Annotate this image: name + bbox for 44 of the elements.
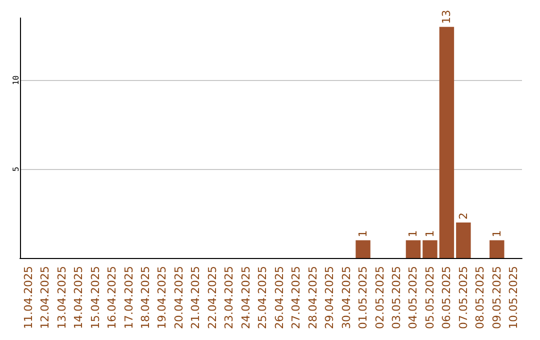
x-tick-label: 30.04.2025: [340, 266, 353, 330]
x-tick-label: 18.04.2025: [139, 266, 152, 330]
x-tick-label: 22.04.2025: [206, 266, 219, 330]
data-label: 2: [456, 212, 470, 220]
x-tick-label: 05.05.2025: [423, 266, 436, 330]
data-label: 1: [423, 230, 436, 238]
data-label: 1: [490, 230, 504, 238]
x-tick-label: 20.04.2025: [172, 266, 186, 330]
x-tick-label: 26.04.2025: [272, 266, 286, 330]
bar: [406, 240, 421, 258]
data-label: 1: [356, 230, 370, 238]
x-tick-label: 12.04.2025: [38, 266, 52, 330]
y-tick-label: 5: [12, 166, 20, 172]
x-tick-label: 02.05.2025: [373, 266, 386, 330]
x-tick-label: 25.04.2025: [256, 266, 270, 330]
bar: [456, 222, 471, 258]
y-tick-label: 10: [12, 75, 20, 86]
x-tick-label: 28.04.2025: [306, 266, 320, 330]
bar: [439, 26, 454, 258]
x-tick-label: 07.05.2025: [456, 266, 470, 330]
x-tick-label: 17.04.2025: [122, 266, 136, 330]
x-tick-label: 29.04.2025: [323, 266, 336, 330]
x-tick-label: 24.04.2025: [239, 266, 252, 330]
x-tick-label: 06.05.2025: [440, 266, 454, 330]
bar: [356, 240, 370, 258]
x-tick-label: 09.05.2025: [490, 266, 504, 330]
data-label: 13: [440, 10, 454, 24]
x-tick-label: 01.05.2025: [356, 266, 370, 330]
x-tick-label: 21.04.2025: [189, 266, 202, 330]
x-tick-label: 16.04.2025: [106, 266, 119, 330]
x-tick-label: 15.04.2025: [88, 266, 102, 330]
x-tick-label: 14.04.2025: [72, 266, 86, 330]
x-tick-label: 11.04.2025: [22, 266, 35, 330]
data-label: 1: [406, 230, 420, 238]
x-tick-label: 13.04.2025: [55, 266, 68, 330]
x-tick-label: 19.04.2025: [156, 266, 169, 330]
x-tick-label: 27.04.2025: [290, 266, 303, 330]
x-tick-label: 04.05.2025: [406, 266, 420, 330]
x-tick-label: 03.05.2025: [390, 266, 403, 330]
bar: [422, 240, 438, 258]
x-tick-label: 08.05.2025: [474, 266, 487, 330]
x-tick-label: 10.05.2025: [507, 266, 520, 330]
bar: [490, 240, 504, 258]
x-tick-label: 23.04.2025: [222, 266, 236, 330]
